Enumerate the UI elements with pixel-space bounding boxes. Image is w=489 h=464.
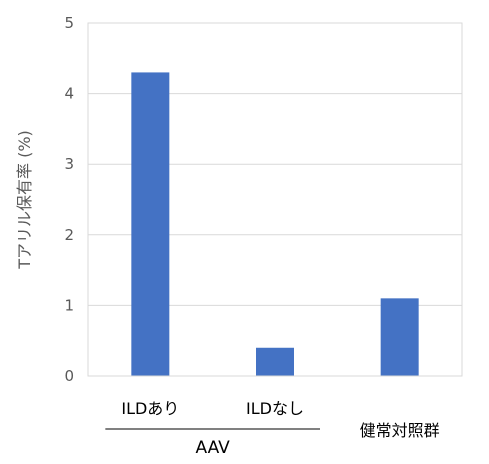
y-axis-title: Tアリル保有率 (%)	[15, 130, 34, 270]
plot-area-border	[87, 22, 463, 377]
y-tick-labels: 0 1 2 3 4 5	[64, 14, 74, 385]
x-category-label: ILDなし	[246, 399, 304, 418]
y-tick-label: 0	[64, 367, 74, 385]
bar	[131, 72, 170, 377]
y-tick-label: 5	[64, 14, 74, 32]
y-tick-label: 1	[64, 296, 74, 314]
y-tick-label: 3	[64, 155, 74, 173]
y-tick-label: 2	[64, 226, 74, 244]
x-category-label: ILDあり	[121, 399, 179, 418]
group-label: AAV	[196, 438, 231, 458]
bar	[380, 298, 419, 376]
x-category-label: 健常対照群	[360, 421, 440, 440]
bars	[131, 72, 419, 377]
y-tick-label: 4	[64, 85, 74, 103]
bar	[256, 347, 294, 376]
